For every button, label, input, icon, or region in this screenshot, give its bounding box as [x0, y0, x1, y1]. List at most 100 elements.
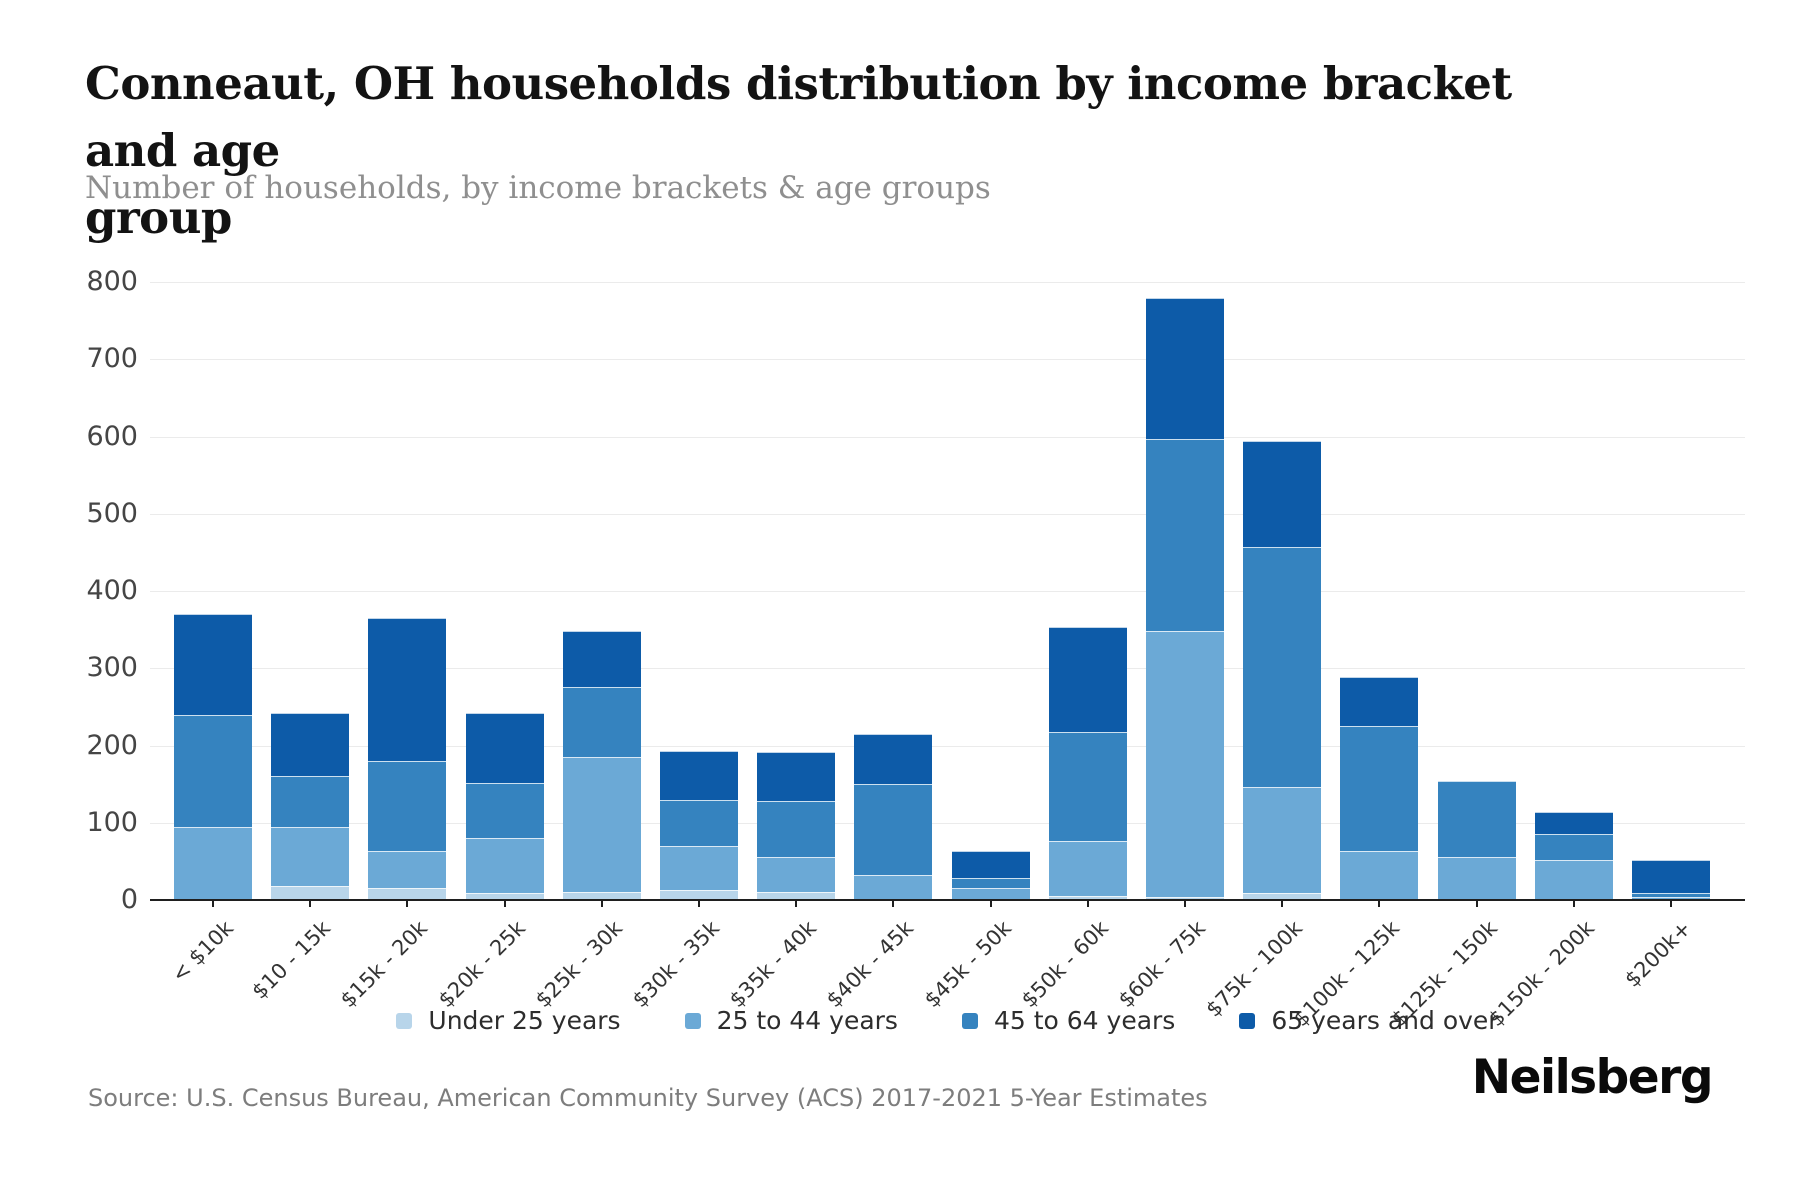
bar-segment-45-to-64-years[interactable] — [854, 784, 933, 876]
x-axis-tick — [212, 900, 214, 907]
bar-segment-45-to-64-years[interactable] — [951, 878, 1030, 889]
bar-segment-25-to-44-years[interactable] — [1243, 787, 1322, 893]
legend-item-45-to-64-years[interactable]: 45 to 64 years — [961, 1006, 1176, 1035]
bar-segment-45-to-64-years[interactable] — [1146, 438, 1224, 632]
bar-segment-65-years-and-over[interactable] — [1048, 627, 1127, 732]
bar-segment-45-to-64-years[interactable] — [1048, 731, 1127, 841]
bar-30k-35k[interactable] — [660, 751, 738, 900]
bar-40k-45k[interactable] — [854, 733, 933, 900]
bar-segment-25-to-44-years[interactable] — [951, 888, 1030, 900]
bar-segment-45-to-64-years[interactable] — [1243, 547, 1322, 788]
bar-segment-45-to-64-years[interactable] — [757, 801, 836, 857]
legend-swatch-65-years-and-over — [1239, 1012, 1256, 1029]
bar-segment-65-years-and-over[interactable] — [368, 618, 447, 761]
bar-segment-25-to-44-years[interactable] — [1437, 856, 1516, 900]
x-axis-tick — [1184, 900, 1186, 907]
x-axis-tick — [1670, 900, 1672, 907]
gridline-300 — [150, 668, 1745, 670]
bar-segment-under-25-years[interactable] — [465, 893, 544, 900]
chart-legend: Under 25 years 25 to 44 years 45 to 64 yea… — [150, 1006, 1745, 1035]
bar-segment-45-to-64-years[interactable] — [660, 800, 738, 846]
x-axis-tick — [989, 900, 992, 907]
bar-75k-100k[interactable] — [1243, 441, 1322, 900]
bar-segment-25-to-44-years[interactable] — [1146, 631, 1224, 897]
bar-segment-25-to-44-years[interactable] — [854, 875, 933, 900]
gridline-500 — [150, 513, 1745, 515]
neilsberg-logo: Neilsberg — [1471, 1050, 1714, 1105]
bar-segment-45-to-64-years[interactable] — [562, 686, 641, 758]
page-title: Conneaut, OH households distribution by … — [85, 50, 1605, 251]
bar-segment-under-25-years[interactable] — [757, 891, 836, 900]
bar-segment-65-years-and-over[interactable] — [1146, 298, 1224, 439]
bar-segment-65-years-and-over[interactable] — [562, 631, 641, 687]
gridline-700 — [150, 359, 1745, 361]
bar-segment-under-25-years[interactable] — [562, 892, 641, 900]
bar-200k[interactable] — [1632, 859, 1710, 900]
bar-segment-65-years-and-over[interactable] — [757, 751, 836, 802]
gridline-800 — [150, 282, 1745, 283]
y-tick-label: 600 — [86, 420, 138, 452]
bar-45k-50k[interactable] — [951, 851, 1030, 900]
bar-segment-25-to-44-years[interactable] — [1534, 859, 1613, 900]
bar-segment-45-to-64-years[interactable] — [1534, 833, 1613, 860]
bar-segment-65-years-and-over[interactable] — [465, 713, 544, 783]
bar-segment-65-years-and-over[interactable] — [1340, 676, 1419, 727]
bar-segment-25-to-44-years[interactable] — [1048, 840, 1127, 897]
bar-segment-45-to-64-years[interactable] — [271, 776, 350, 827]
bar-segment-under-25-years[interactable] — [271, 886, 350, 900]
bar-segment-65-years-and-over[interactable] — [1632, 859, 1710, 894]
bar-segment-under-25-years[interactable] — [660, 890, 738, 900]
bar-50k-60k[interactable] — [1048, 627, 1127, 900]
bar-35k-40k[interactable] — [757, 751, 836, 900]
bar-segment-25-to-44-years[interactable] — [757, 856, 836, 892]
bar-60k-75k[interactable] — [1146, 298, 1224, 900]
bar-segment-45-to-64-years[interactable] — [1437, 781, 1516, 857]
legend-swatch-under-25-years — [396, 1012, 413, 1029]
bar-segment-25-to-44-years[interactable] — [1632, 896, 1710, 900]
legend-label: 65 years and over — [1271, 1006, 1499, 1035]
x-axis-tick — [1475, 900, 1478, 907]
bar-segment-25-to-44-years[interactable] — [1340, 851, 1419, 900]
bar-segment-45-to-64-years[interactable] — [174, 714, 252, 827]
bar-100k-125k[interactable] — [1340, 676, 1419, 900]
bar-10-15k[interactable] — [271, 713, 350, 900]
gridline-200 — [150, 745, 1745, 747]
bar-20k-25k[interactable] — [465, 713, 544, 900]
bar-segment-45-to-64-years[interactable] — [1632, 893, 1710, 897]
bar-10k[interactable] — [174, 614, 252, 900]
bar-segment-25-to-44-years[interactable] — [271, 826, 350, 887]
title-line-1: Conneaut, OH households distribution by … — [85, 57, 1512, 177]
bar-segment-45-to-64-years[interactable] — [1340, 726, 1419, 852]
bar-segment-65-years-and-over[interactable] — [1534, 811, 1613, 834]
bar-segment-25-to-44-years[interactable] — [368, 851, 447, 889]
y-tick-label: 300 — [86, 652, 138, 684]
bar-segment-65-years-and-over[interactable] — [660, 751, 738, 801]
legend-item-25-to-44-years[interactable]: 25 to 44 years — [684, 1006, 898, 1035]
bar-segment-65-years-and-over[interactable] — [854, 733, 933, 785]
legend-item-65-years-and-over[interactable]: 65 years and over — [1239, 1006, 1499, 1035]
bar-segment-under-25-years[interactable] — [1048, 896, 1127, 900]
legend-label: 45 to 64 years — [993, 1006, 1176, 1035]
bar-segment-65-years-and-over[interactable] — [951, 851, 1030, 879]
bar-segment-25-to-44-years[interactable] — [465, 838, 544, 893]
x-axis-tick — [698, 900, 700, 907]
bar-25k-30k[interactable] — [562, 631, 641, 900]
bar-150k-200k[interactable] — [1534, 811, 1613, 900]
bar-125k-150k[interactable] — [1437, 781, 1516, 900]
bar-segment-25-to-44-years[interactable] — [174, 826, 252, 900]
x-axis-tick — [892, 900, 895, 907]
bar-segment-65-years-and-over[interactable] — [1243, 441, 1322, 548]
bar-segment-25-to-44-years[interactable] — [562, 757, 641, 893]
bar-segment-45-to-64-years[interactable] — [368, 760, 447, 852]
bar-segment-65-years-and-over[interactable] — [174, 614, 252, 715]
y-tick-label: 100 — [86, 806, 138, 838]
bar-segment-under-25-years[interactable] — [1243, 893, 1322, 900]
bar-segment-under-25-years[interactable] — [1146, 896, 1224, 900]
bar-segment-65-years-and-over[interactable] — [271, 713, 350, 777]
bar-segment-under-25-years[interactable] — [368, 888, 447, 900]
bar-15k-20k[interactable] — [368, 618, 447, 900]
legend-item-under-25-years[interactable]: Under 25 years — [396, 1006, 621, 1035]
bar-segment-45-to-64-years[interactable] — [465, 782, 544, 839]
bar-segment-25-to-44-years[interactable] — [660, 846, 738, 890]
